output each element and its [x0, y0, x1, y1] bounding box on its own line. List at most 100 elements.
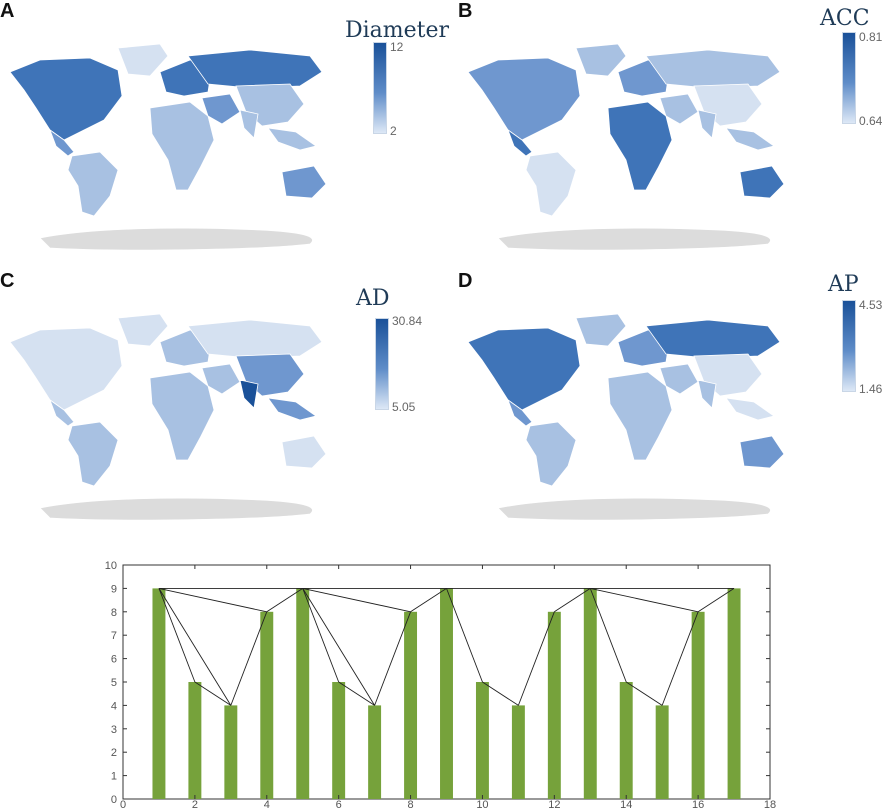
- central-america: [49, 398, 75, 427]
- visibility-edge: [158, 588, 232, 706]
- y-tick-label: 1: [111, 771, 117, 783]
- x-tick-label: 16: [692, 799, 704, 809]
- legend-min: 0.64: [859, 114, 883, 128]
- south-asia: [697, 379, 717, 409]
- visibility-edge: [302, 587, 411, 613]
- panel-letter: C: [0, 270, 15, 292]
- legend-title: Diameter: [345, 18, 450, 43]
- middle-east: [201, 363, 241, 395]
- visibility-edge: [697, 588, 735, 613]
- visibility-edge: [410, 588, 447, 613]
- legend-min: 5.05: [392, 400, 416, 414]
- legend-max: 30.84: [392, 314, 423, 328]
- russia: [187, 319, 323, 359]
- bar: [332, 682, 346, 799]
- australia: [281, 165, 327, 199]
- panel-a: A Diameter 12 2: [0, 0, 449, 270]
- panel-c: C AD 30.84 5.05: [0, 270, 443, 540]
- visibility-edge: [158, 588, 196, 683]
- x-tick-label: 12: [548, 799, 560, 809]
- world-map-diameter: [9, 43, 327, 251]
- southeast-asia: [267, 397, 317, 421]
- visibility-edge: [589, 588, 627, 683]
- south-america: [525, 151, 577, 217]
- map-countries: [467, 313, 785, 521]
- north-america: [9, 57, 123, 141]
- y-tick-label: 2: [111, 747, 117, 759]
- russia: [645, 49, 781, 89]
- legend-max: 4.53: [859, 298, 883, 312]
- visibility-edge: [338, 681, 375, 706]
- map-countries: [467, 43, 785, 251]
- south-america: [525, 421, 577, 487]
- bar: [260, 611, 274, 799]
- y-tick-label: 3: [111, 724, 117, 736]
- visibility-edge: [517, 611, 555, 706]
- legend-title: AD: [356, 286, 390, 311]
- x-tick-label: 6: [336, 799, 342, 809]
- greenland: [575, 43, 627, 77]
- bar: [404, 611, 418, 799]
- x-tick-label: 2: [192, 799, 198, 809]
- africa: [149, 101, 215, 191]
- x-tick-label: 0: [120, 799, 126, 809]
- southeast-asia: [725, 127, 775, 151]
- legend-title: AP: [828, 272, 859, 297]
- visibility-edge: [625, 681, 663, 706]
- south-asia: [239, 379, 259, 409]
- bar: [547, 611, 561, 799]
- bar: [224, 705, 238, 799]
- legend-colorbar: [842, 300, 856, 392]
- australia: [739, 435, 785, 469]
- y-tick-label: 10: [105, 560, 117, 572]
- visibility-edge: [158, 587, 267, 613]
- bar: [727, 588, 741, 799]
- russia: [187, 49, 323, 89]
- panel-letter: B: [458, 0, 473, 22]
- bar: [511, 705, 525, 799]
- legend-title: ACC: [820, 6, 870, 31]
- bar: [440, 588, 453, 799]
- greenland: [575, 313, 627, 347]
- north-america: [9, 327, 123, 411]
- y-tick-label: 5: [111, 677, 117, 689]
- antarctica: [39, 497, 313, 521]
- visibility-edge: [374, 611, 411, 706]
- central-america: [49, 128, 75, 157]
- australia: [739, 165, 785, 199]
- legend-min: 2: [390, 124, 397, 138]
- middle-east: [201, 93, 241, 125]
- bar: [691, 611, 705, 799]
- southeast-asia: [725, 397, 775, 421]
- visibility-edge: [230, 611, 268, 706]
- x-tick-label: 14: [620, 799, 632, 809]
- x-tick-label: 10: [476, 799, 488, 809]
- antarctica: [497, 497, 771, 521]
- y-tick-label: 4: [111, 700, 117, 712]
- africa: [607, 371, 673, 461]
- south-america: [67, 421, 119, 487]
- panel-d: D AP 4.53 1.46: [458, 270, 886, 540]
- bar: [152, 588, 166, 799]
- russia: [645, 319, 781, 359]
- south-asia: [697, 109, 717, 139]
- x-tick-label: 18: [764, 799, 776, 809]
- legend-max: 12: [390, 40, 404, 54]
- bar: [619, 682, 633, 799]
- x-tick-label: 4: [264, 799, 270, 809]
- middle-east: [659, 363, 699, 395]
- bar: [655, 705, 669, 799]
- antarctica: [39, 227, 313, 251]
- legend-min: 1.46: [859, 382, 883, 396]
- visibility-edge: [446, 588, 483, 683]
- y-tick-label: 6: [111, 654, 117, 666]
- y-tick-label: 7: [111, 630, 117, 642]
- panel-b: B ACC 0.81 0.64: [458, 0, 886, 270]
- world-map-ad: [9, 313, 327, 521]
- panel-letter: D: [458, 270, 473, 292]
- bar: [296, 588, 310, 799]
- bar: [475, 682, 489, 799]
- world-map-ap: [467, 313, 785, 521]
- africa: [149, 371, 215, 461]
